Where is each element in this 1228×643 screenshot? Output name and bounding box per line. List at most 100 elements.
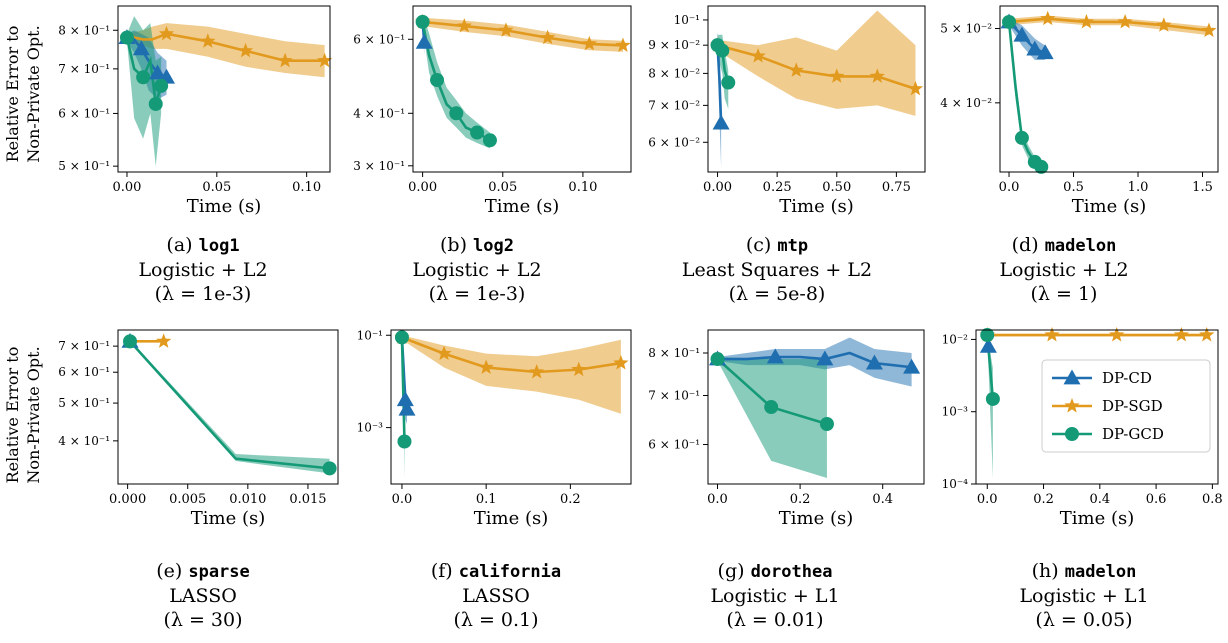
x-tick-label-b-2: 0.10 <box>568 180 597 195</box>
caption-d-problem: Logistic + L2 <box>999 259 1129 281</box>
point-dp-gcd-a-2 <box>136 70 151 85</box>
point-dp-sgd-a-7 <box>277 52 293 68</box>
x-tick-label-h-2: 0.4 <box>1089 492 1110 507</box>
legend-label-dp-sgd: DP-SGD <box>1102 397 1163 415</box>
y-tick-label-e-2: 6 × 10⁻¹ <box>58 365 110 379</box>
chart-panel-f: 0.0 0.1 0.2 10⁻³ 10⁻¹ Time (s) <box>357 328 632 529</box>
point-dp-sgd-b-1 <box>456 18 472 33</box>
point-dp-sgd-f-1 <box>436 345 452 361</box>
y-tick-label-a-1: 6 × 10⁻¹ <box>58 106 110 120</box>
legend-marker-dp-gcd <box>1065 427 1079 441</box>
point-dp-cd-g-7 <box>903 358 921 374</box>
x-tick-label-a-0: 0.00 <box>113 180 142 195</box>
caption-e-lambda: (λ = 30) <box>163 609 243 631</box>
point-dp-sgd-c-3 <box>829 68 845 83</box>
caption-a-label: (a) <box>166 234 193 256</box>
x-tick-label-g-2: 0.4 <box>872 492 893 507</box>
caption-b: (b) log2 Logistic + L2 (λ = 1e-3) <box>377 233 577 306</box>
point-dp-gcd-g-1 <box>764 400 779 415</box>
point-dp-cd-a-2 <box>132 40 150 56</box>
legend-box <box>1041 359 1211 453</box>
point-dp-sgd-h-1 <box>1044 327 1060 342</box>
point-dp-gcd-g-0 <box>710 352 725 367</box>
axes-frame-c <box>707 5 926 173</box>
caption-d: (d) madelon Logistic + L2 (λ = 1) <box>964 233 1164 306</box>
y-axis-label-line2: Non-Private Opt. <box>24 25 43 163</box>
y-tick-label-a-2: 7 × 10⁻¹ <box>58 62 110 76</box>
line-dp-gcd-e <box>129 340 330 470</box>
y-tick-label-a-0: 5 × 10⁻¹ <box>58 159 110 173</box>
line-dp-cd-c <box>716 45 723 124</box>
plot-area-b <box>421 13 624 149</box>
y-axis-label-row1: Relative Error to Non-Private Opt. <box>2 14 46 174</box>
y-tick-label-g-0: 6 × 10⁻¹ <box>648 438 700 452</box>
point-dp-sgd-b-5 <box>615 37 631 52</box>
legend-marker-dp-cd <box>1063 369 1081 385</box>
caption-h-problem: Logistic + L1 <box>1019 585 1149 607</box>
point-dp-gcd-g-2 <box>819 417 834 432</box>
axes-frame-h <box>975 329 1219 485</box>
x-tick-label-c-3: 0.75 <box>882 180 911 195</box>
x-tick-label-c-0: 0.00 <box>703 180 732 195</box>
point-dp-sgd-h-3 <box>1173 327 1190 342</box>
point-dp-sgd-a-6 <box>237 42 254 58</box>
x-axis-label-e: Time (s) <box>191 508 266 529</box>
caption-g-dataset: dorothea <box>750 562 833 582</box>
caption-b-label: (b) <box>440 234 467 256</box>
x-tick-label-a-2: 0.10 <box>292 180 321 195</box>
point-dp-cd-d-1 <box>1013 26 1031 42</box>
point-dp-gcd-b-0 <box>415 14 430 29</box>
y-tick-label-d-1: 5 × 10⁻² <box>940 22 992 36</box>
x-tick-label-d-0: 0.0 <box>999 180 1020 195</box>
y-tick-label-c-2: 8 × 10⁻² <box>648 66 700 80</box>
y-axis-label-line2: Non-Private Opt. <box>24 346 43 484</box>
point-dp-sgd-a-8 <box>317 52 333 68</box>
point-dp-sgd-b-2 <box>498 22 514 37</box>
y-axis-label-row2: Relative Error to Non-Private Opt. <box>2 335 46 495</box>
x-axis-label-c: Time (s) <box>779 196 854 217</box>
plot-area-h <box>985 333 1207 479</box>
y-tick-label-g-1: 7 × 10⁻¹ <box>648 388 700 402</box>
caption-g-lambda: (λ = 0.01) <box>726 609 824 631</box>
y-tick-label-h-2: 10⁻² <box>942 332 969 346</box>
point-dp-gcd-c-4 <box>721 75 736 90</box>
x-tick-label-e-3: 0.015 <box>289 492 326 507</box>
y-axis-label-line1: Relative Error to <box>3 346 22 484</box>
chart-panel-a: 0.00 0.05 0.10 5 × 10⁻¹ 6 × 10⁻¹ 7 × 10⁻¹ 8 × … <box>58 5 333 217</box>
y-axis-label-line1: Relative Error to <box>3 25 22 163</box>
x-tick-label-h-3: 0.6 <box>1146 492 1167 507</box>
x-tick-label-h-1: 0.2 <box>1033 492 1054 507</box>
point-dp-gcd-b-7 <box>482 133 497 148</box>
x-tick-label-e-1: 0.005 <box>169 492 206 507</box>
y-tick-label-g-2: 8 × 10⁻¹ <box>648 346 700 360</box>
point-dp-sgd-c-4 <box>869 68 885 83</box>
caption-e-dataset: sparse <box>188 562 250 582</box>
point-dp-gcd-c-2 <box>715 43 730 58</box>
axes-frame-f <box>390 329 632 485</box>
point-dp-sgd-b-3 <box>540 29 556 45</box>
caption-g-label: (g) <box>717 560 745 582</box>
y-tick-label-a-3: 8 × 10⁻¹ <box>58 23 110 37</box>
x-tick-label-f-2: 0.2 <box>560 492 581 507</box>
line-dp-sgd-d <box>1008 17 1210 32</box>
chart-panel-e: 0.000 0.005 0.010 0.015 4 × 10⁻¹ 5 × 10⁻¹ 6 × … <box>58 329 339 529</box>
caption-e-problem: LASSO <box>169 585 237 607</box>
caption-f-problem: LASSO <box>462 585 530 607</box>
point-dp-sgd-c-5 <box>907 80 924 96</box>
x-tick-label-f-0: 0.0 <box>392 492 413 507</box>
point-dp-sgd-f-2 <box>478 359 494 374</box>
y-tick-label-h-0: 10⁻⁴ <box>942 477 969 491</box>
chart-panel-c: 0.00 0.25 0.50 0.75 6 × 10⁻² 7 × 10⁻² 8 × 10⁻²… <box>648 5 926 217</box>
x-tick-label-d-3: 1.5 <box>1192 180 1213 195</box>
point-dp-gcd-b-4 <box>449 106 464 121</box>
y-tick-label-b-0: 3 × 10⁻¹ <box>353 159 405 173</box>
caption-a-problem: Logistic + L2 <box>138 259 268 281</box>
x-axis-label-b: Time (s) <box>485 196 560 217</box>
y-tick-label-b-2: 6 × 10⁻¹ <box>353 32 405 46</box>
y-tick-label-e-0: 4 × 10⁻¹ <box>58 434 110 448</box>
y-tick-label-d-0: 4 × 10⁻² <box>940 96 992 110</box>
x-tick-label-h-4: 0.8 <box>1202 492 1223 507</box>
x-tick-label-e-2: 0.010 <box>229 492 266 507</box>
plot-area-e <box>129 340 330 474</box>
